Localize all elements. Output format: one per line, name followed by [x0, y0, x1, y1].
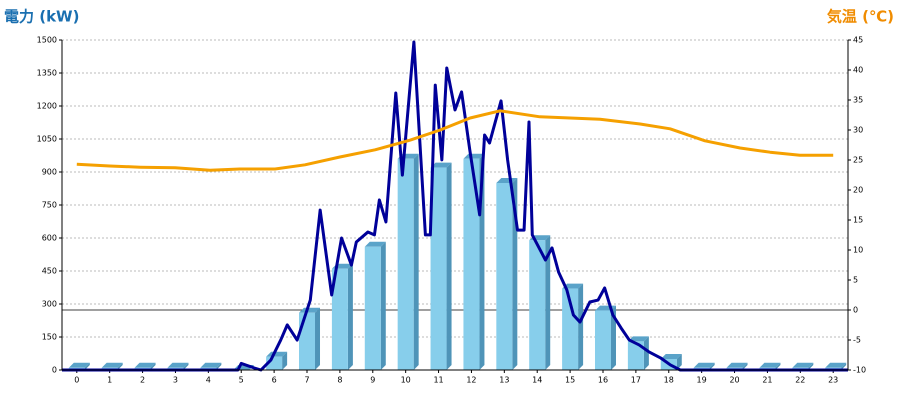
- x-tick-label: 9: [370, 376, 375, 385]
- bar: [397, 153, 419, 370]
- bar: [364, 241, 386, 370]
- y2-axis-title: 気温 (℃): [827, 8, 894, 26]
- y-tick-label: 900: [42, 168, 57, 177]
- y2-tick-label: 25: [853, 156, 863, 165]
- y2-tick-label: 0: [853, 306, 858, 315]
- y-axis-title: 電力 (kW): [4, 8, 79, 26]
- y-tick-label: 300: [42, 300, 57, 309]
- x-tick-label: 16: [598, 376, 608, 385]
- x-tick-label: 4: [206, 376, 211, 385]
- y2-tick-label: 35: [853, 96, 863, 105]
- y-tick-label: 750: [42, 201, 57, 210]
- y-tick-label: 0: [52, 366, 57, 375]
- x-tick-label: 13: [499, 376, 509, 385]
- y2-tick-label: 15: [853, 216, 863, 225]
- x-tick-label: 17: [631, 376, 641, 385]
- x-tick-label: 1: [107, 376, 112, 385]
- x-tick-label: 6: [272, 376, 277, 385]
- x-tick-label: 5: [239, 376, 244, 385]
- x-tick-label: 22: [795, 376, 805, 385]
- bar: [529, 235, 551, 370]
- x-tick-label: 18: [664, 376, 674, 385]
- y2-tick-label: 5: [853, 276, 858, 285]
- line: [62, 40, 848, 372]
- x-tick-label: 19: [697, 376, 707, 385]
- line: [76, 109, 834, 172]
- y-tick-label: 1200: [37, 102, 57, 111]
- y-tick-label: 1350: [37, 69, 57, 78]
- y2-tick-label: -10: [853, 366, 866, 375]
- y2-tick-label: 10: [853, 246, 863, 255]
- x-tick-label: 14: [532, 376, 542, 385]
- y-tick-label: 150: [42, 333, 57, 342]
- bar: [562, 283, 584, 370]
- x-tick-label: 2: [140, 376, 145, 385]
- x-tick-label: 23: [828, 376, 838, 385]
- y-tick-label: 1500: [37, 36, 57, 45]
- x-tick-label: 12: [466, 376, 476, 385]
- x-tick-label: 20: [729, 376, 739, 385]
- y-tick-label: 450: [42, 267, 57, 276]
- bar: [430, 162, 452, 370]
- bar: [331, 263, 353, 370]
- y-tick-label: 600: [42, 234, 57, 243]
- y2-tick-label: 20: [853, 186, 863, 195]
- bar: [299, 307, 321, 370]
- y2-tick-label: 40: [853, 66, 863, 75]
- bar: [627, 336, 649, 370]
- x-tick-label: 15: [565, 376, 575, 385]
- x-tick-label: 11: [433, 376, 443, 385]
- x-tick-label: 21: [762, 376, 772, 385]
- x-tick-label: 10: [401, 376, 411, 385]
- x-tick-label: 0: [74, 376, 79, 385]
- y-tick-label: 1050: [37, 135, 57, 144]
- x-tick-label: 7: [304, 376, 309, 385]
- y2-tick-label: 30: [853, 126, 863, 135]
- x-tick-label: 3: [173, 376, 178, 385]
- x-tick-label: 8: [337, 376, 342, 385]
- y2-tick-label: -5: [853, 336, 861, 345]
- y2-tick-label: 45: [853, 36, 863, 45]
